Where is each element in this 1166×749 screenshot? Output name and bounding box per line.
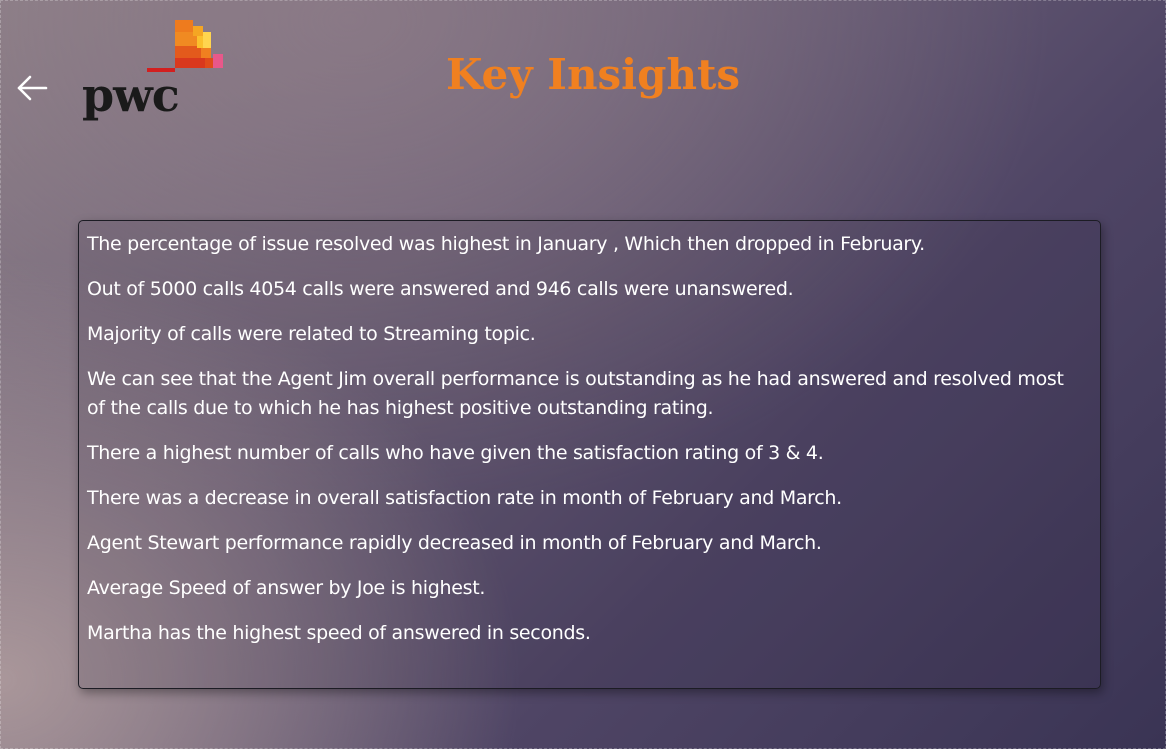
page-title: Key Insights [445, 50, 741, 99]
back-button[interactable] [14, 70, 50, 106]
insight-item: Out of 5000 calls 4054 calls were answer… [87, 278, 794, 300]
insight-item: The percentage of issue resolved was hig… [87, 233, 925, 255]
insight-item: Martha has the highest speed of answered… [87, 622, 591, 644]
insight-item: Majority of calls were related to Stream… [87, 323, 536, 345]
logo-blocks-icon [147, 20, 223, 72]
insight-item: Average Speed of answer by Joe is highes… [87, 577, 486, 599]
insights-card: The percentage of issue resolved was hig… [78, 220, 1101, 689]
insight-item: We can see that the Agent Jim overall pe… [87, 368, 1064, 419]
arrow-left-icon [17, 75, 48, 101]
insight-item: Agent Stewart performance rapidly decrea… [87, 532, 822, 554]
pwc-logo: pwc [80, 18, 230, 133]
logo-wordmark: pwc [82, 68, 180, 122]
insight-item: There was a decrease in overall satisfac… [87, 487, 842, 509]
insight-item: There a highest number of calls who have… [87, 442, 824, 464]
